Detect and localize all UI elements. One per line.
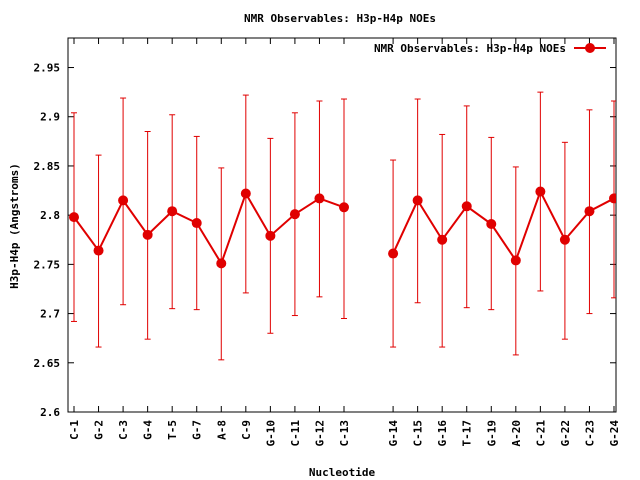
x-tick-label: G-7	[191, 420, 204, 440]
x-tick-label: A-8	[215, 420, 228, 440]
data-point	[510, 255, 521, 266]
x-axis-label: Nucleotide	[309, 466, 376, 479]
axis-ticks: 2.6 2.65 2.7 2.75 2.8 2.85 2.9 2.95 C-1 G-2 C-3 G-4…	[34, 38, 621, 447]
series-group	[69, 91, 616, 361]
data-point	[289, 209, 300, 220]
y-axis-label: H3p-H4p (Angstroms)	[8, 163, 21, 289]
x-tick-label: G-4	[142, 420, 155, 440]
x-tick-label: G-10	[264, 420, 277, 447]
data-point	[559, 234, 570, 245]
data-point	[93, 245, 104, 256]
series-line	[392, 189, 615, 263]
data-point	[69, 212, 79, 223]
y-tick-label: 2.65	[34, 357, 61, 370]
x-tick-label: G-19	[485, 420, 498, 447]
x-tick-label: T-5	[166, 420, 179, 440]
x-tick-label: C-3	[117, 420, 130, 440]
y-tick-label: 2.9	[40, 111, 60, 124]
data-point	[486, 219, 497, 230]
data-point	[314, 193, 325, 204]
x-tick-label: G-12	[313, 420, 326, 447]
legend-marker	[585, 43, 595, 53]
y-tick-label: 2.7	[40, 308, 60, 321]
y-tick-label: 2.85	[34, 160, 61, 173]
y-tick-label: 2.6	[40, 406, 60, 419]
x-tick-label: C-9	[240, 420, 253, 440]
x-tick-label: C-23	[583, 420, 596, 447]
data-point	[535, 186, 546, 197]
x-tick-label: G-16	[436, 420, 449, 447]
x-tick-label: G-22	[559, 420, 572, 447]
data-point	[339, 202, 349, 213]
y-tick-label: 2.8	[40, 209, 60, 222]
x-tick-label: C-13	[338, 420, 351, 447]
x-tick-label: C-15	[412, 420, 425, 447]
x-tick-label: G-14	[387, 420, 400, 447]
data-point	[265, 230, 276, 241]
data-point	[118, 195, 129, 206]
x-tick-label: C-1	[68, 420, 81, 440]
data-point	[609, 193, 616, 204]
data-point	[412, 195, 423, 206]
series-layer	[69, 91, 616, 361]
data-point	[240, 188, 251, 199]
data-point	[142, 229, 153, 240]
y-tick-label: 2.95	[34, 62, 61, 75]
x-tick-label: T-17	[461, 420, 474, 447]
data-point	[461, 201, 472, 212]
data-point	[216, 258, 227, 269]
x-tick-label: C-11	[289, 420, 302, 447]
data-point	[388, 248, 399, 259]
x-tick-label: G-2	[93, 420, 106, 440]
series-line	[73, 191, 345, 266]
y-tick-label: 2.75	[34, 258, 61, 271]
data-point	[584, 206, 595, 217]
legend: NMR Observables: H3p-H4p NOEs	[374, 42, 606, 55]
x-tick-label: G-24	[608, 420, 621, 447]
x-tick-label: A-20	[510, 420, 523, 447]
data-point	[437, 234, 448, 245]
x-tick-label: C-21	[534, 420, 547, 447]
chart-title: NMR Observables: H3p-H4p NOEs	[244, 12, 436, 25]
data-point	[167, 206, 178, 217]
plot-frame	[67, 37, 617, 413]
legend-label: NMR Observables: H3p-H4p NOEs	[374, 42, 566, 55]
data-point	[191, 218, 202, 229]
